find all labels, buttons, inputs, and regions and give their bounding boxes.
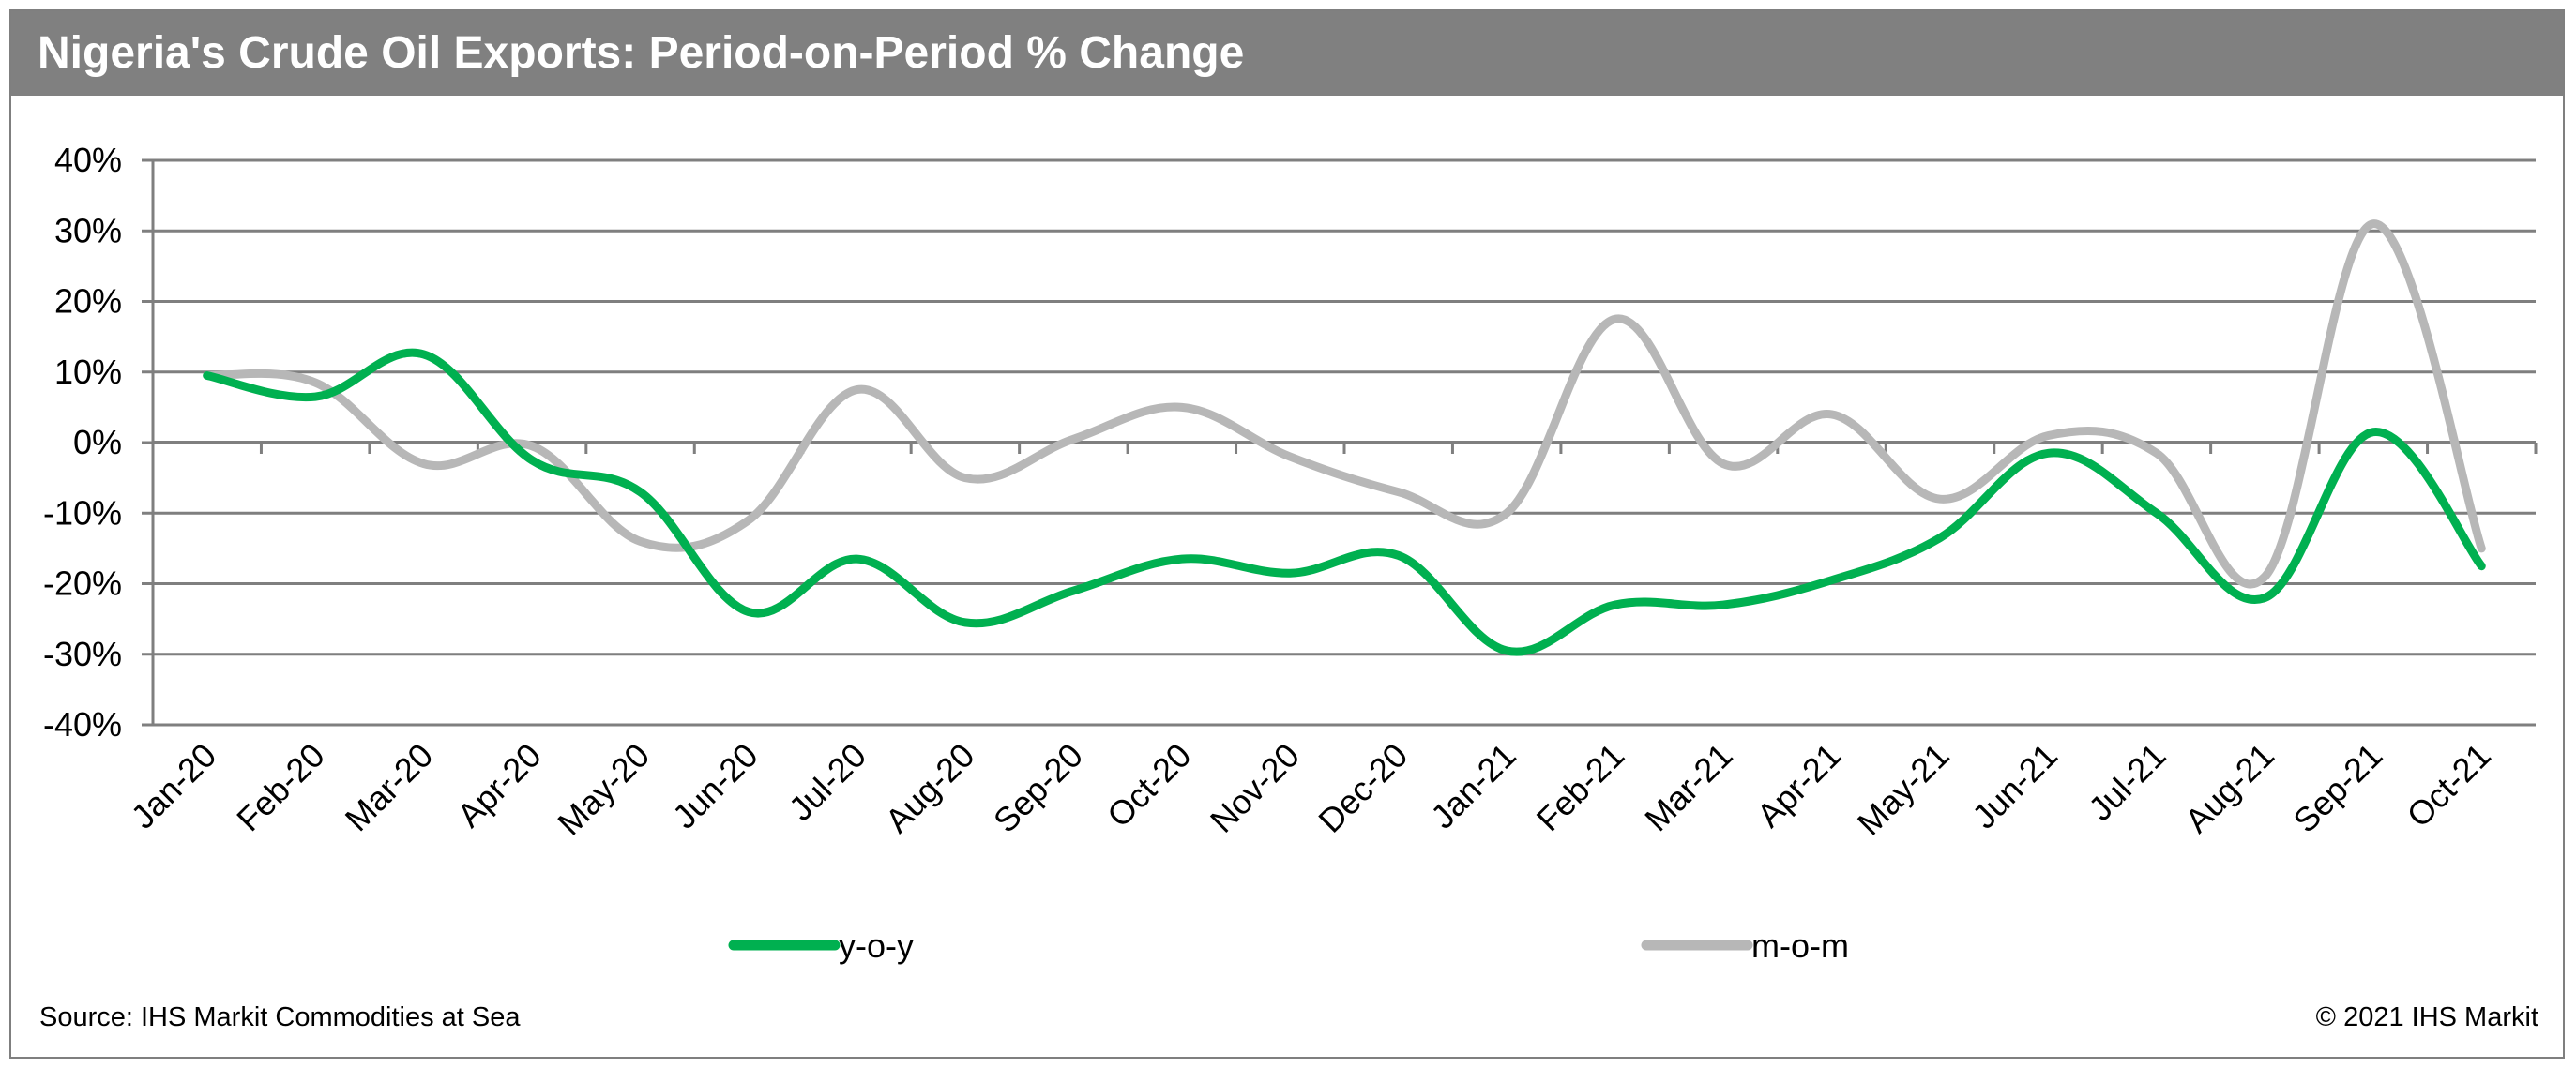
data-point-m-o-m (1722, 463, 1724, 465)
y-tick-label: 10% (54, 353, 122, 391)
y-tick-label: 0% (73, 423, 122, 461)
data-point-y-o-y (1072, 590, 1074, 592)
y-tick-label: -10% (43, 493, 122, 532)
y-tick-label: 30% (54, 211, 122, 249)
x-tick-label: Sep-21 (2285, 736, 2389, 840)
series-line-y-o-y (203, 348, 2486, 656)
data-point-m-o-m (964, 477, 966, 479)
x-tick-label: Mar-20 (338, 736, 441, 839)
chart-frame: Nigeria's Crude Oil Exports: Period-on-P… (9, 9, 2565, 1059)
chart-title: Nigeria's Crude Oil Exports: Period-on-P… (11, 11, 2563, 96)
data-point-y-o-y (2156, 512, 2158, 514)
legend-label-m-o-m: m-o-m (1751, 926, 1849, 965)
data-point-m-o-m (1072, 438, 1074, 440)
legend-label-y-o-y: y-o-y (839, 926, 914, 965)
data-point-y-o-y (640, 491, 642, 493)
x-tick-label: Nov-20 (1203, 736, 1307, 840)
y-tick-label: -20% (43, 564, 122, 603)
data-point-m-o-m (2480, 548, 2482, 549)
data-point-m-o-m (1398, 491, 1400, 493)
data-point-m-o-m (856, 389, 857, 391)
data-point-m-o-m (1614, 318, 1616, 320)
x-tick-label: Aug-21 (2177, 736, 2281, 840)
x-tick-label: Oct-21 (2400, 736, 2498, 835)
x-tick-label: Mar-21 (1637, 736, 1740, 839)
copyright-note: © 2021 IHS Markit (2315, 1002, 2538, 1032)
data-point-m-o-m (1831, 414, 1833, 415)
series-line-m-o-m (203, 219, 2486, 589)
data-point-m-o-m (2372, 223, 2374, 225)
y-tick-label: -30% (43, 635, 122, 673)
data-point-y-o-y (531, 459, 533, 461)
data-point-m-o-m (531, 445, 533, 447)
data-point-y-o-y (1181, 558, 1183, 560)
data-point-m-o-m (2264, 576, 2265, 578)
data-point-m-o-m (314, 382, 316, 384)
x-tick-label: Jul-20 (781, 736, 873, 828)
source-note: Source: IHS Markit Commodities at Sea (39, 1002, 521, 1032)
data-point-y-o-y (2047, 452, 2049, 454)
data-point-m-o-m (1506, 512, 1508, 514)
x-tick-label: May-20 (550, 736, 657, 843)
x-tick-label: Feb-21 (1529, 736, 1632, 839)
data-point-m-o-m (2047, 434, 2049, 436)
data-point-y-o-y (206, 375, 208, 377)
data-point-y-o-y (314, 396, 316, 398)
data-point-y-o-y (2264, 597, 2265, 599)
data-point-y-o-y (964, 622, 966, 624)
x-tick-label: Feb-20 (229, 736, 332, 839)
x-tick-label: Jun-20 (665, 736, 765, 836)
data-point-y-o-y (2372, 431, 2374, 433)
x-tick-label: Jun-21 (1964, 736, 2065, 836)
data-point-m-o-m (1939, 498, 1941, 500)
data-point-y-o-y (1722, 604, 1724, 606)
x-tick-label: Oct-20 (1099, 736, 1198, 835)
data-point-y-o-y (1506, 650, 1508, 652)
y-tick-label: 20% (54, 282, 122, 321)
data-point-m-o-m (423, 463, 425, 465)
data-point-m-o-m (2156, 452, 2158, 454)
y-tick-label: 40% (54, 141, 122, 179)
x-tick-label: Apr-20 (449, 736, 548, 835)
x-tick-label: Aug-20 (877, 736, 981, 840)
data-point-y-o-y (748, 611, 750, 613)
x-tick-label: Sep-20 (986, 736, 1090, 840)
data-point-y-o-y (1398, 554, 1400, 556)
x-tick-label: Jan-21 (1423, 736, 1523, 836)
x-tick-label: Jan-20 (124, 736, 224, 836)
data-point-m-o-m (748, 519, 750, 521)
data-point-y-o-y (856, 558, 857, 560)
x-tick-label: Dec-20 (1311, 736, 1415, 840)
data-point-y-o-y (423, 353, 425, 355)
data-point-m-o-m (640, 540, 642, 542)
y-tick-label: -40% (43, 705, 122, 744)
data-point-y-o-y (1939, 537, 1941, 539)
x-tick-label: Jul-21 (2081, 736, 2173, 828)
data-point-y-o-y (1831, 579, 1833, 581)
data-point-y-o-y (1289, 572, 1291, 574)
data-point-m-o-m (1289, 456, 1291, 458)
data-point-y-o-y (1614, 604, 1616, 606)
x-tick-label: May-21 (1850, 736, 1957, 843)
data-point-y-o-y (2480, 565, 2482, 567)
x-tick-label: Apr-21 (1750, 736, 1848, 835)
data-point-m-o-m (1181, 406, 1183, 408)
